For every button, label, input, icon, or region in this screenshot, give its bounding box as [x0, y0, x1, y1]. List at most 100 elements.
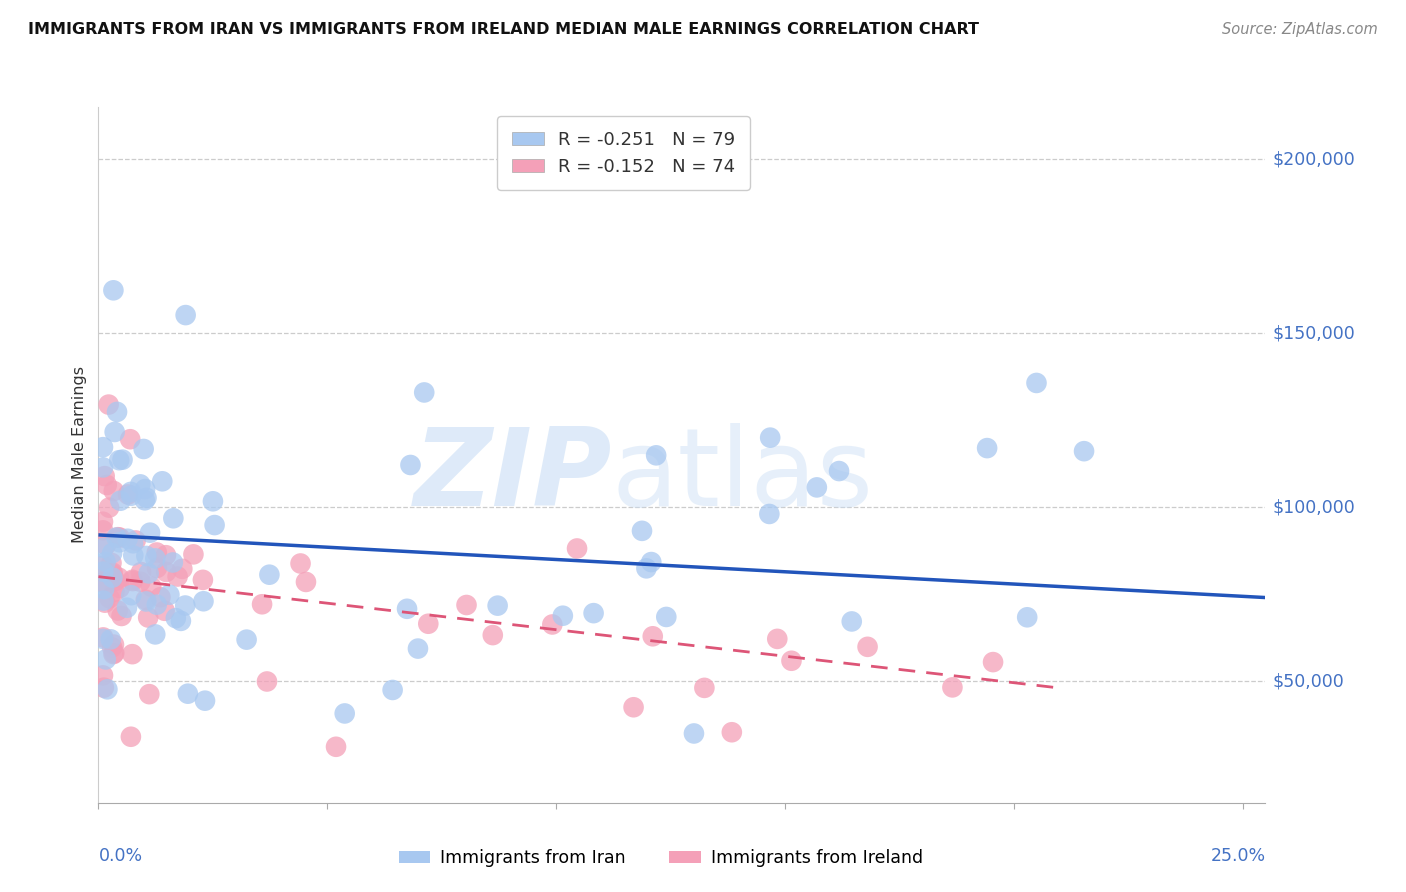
- Point: [96, 682, 118, 697]
- Point: [201, 494, 224, 508]
- Point: [103, 638, 125, 652]
- Point: [110, 493, 132, 508]
- Point: [641, 629, 664, 643]
- Point: [333, 706, 356, 721]
- Point: [157, 588, 180, 602]
- Point: [135, 594, 157, 608]
- Point: [841, 615, 863, 629]
- Point: [93, 593, 115, 607]
- Point: [110, 609, 132, 624]
- Point: [828, 464, 851, 478]
- Point: [150, 475, 173, 489]
- Point: [145, 598, 167, 612]
- Point: [149, 591, 172, 605]
- Point: [143, 627, 166, 641]
- Point: [138, 566, 160, 581]
- Point: [91, 632, 114, 646]
- Point: [976, 441, 998, 455]
- Point: [121, 574, 143, 588]
- Point: [98, 500, 121, 515]
- Text: 25.0%: 25.0%: [1211, 847, 1265, 865]
- Point: [96, 566, 118, 581]
- Point: [250, 597, 273, 611]
- Point: [103, 283, 125, 297]
- Text: $100,000: $100,000: [1272, 498, 1355, 516]
- Point: [103, 584, 125, 599]
- Point: [101, 571, 124, 585]
- Point: [565, 541, 588, 556]
- Point: [134, 493, 156, 508]
- Point: [235, 632, 257, 647]
- Point: [256, 674, 278, 689]
- Point: [806, 480, 828, 494]
- Point: [177, 687, 200, 701]
- Point: [120, 432, 142, 446]
- Point: [111, 452, 134, 467]
- Point: [122, 536, 145, 550]
- Point: [162, 556, 184, 570]
- Point: [174, 599, 197, 613]
- Point: [183, 547, 205, 561]
- Point: [486, 599, 509, 613]
- Point: [138, 687, 160, 701]
- Point: [108, 535, 131, 549]
- Point: [129, 574, 152, 589]
- Point: [105, 531, 128, 545]
- Point: [93, 558, 115, 573]
- Point: [645, 448, 668, 462]
- Point: [766, 632, 789, 646]
- Point: [117, 532, 139, 546]
- Point: [290, 557, 312, 571]
- Point: [406, 641, 429, 656]
- Point: [146, 561, 169, 575]
- Point: [120, 489, 142, 503]
- Point: [103, 647, 125, 661]
- Point: [259, 567, 281, 582]
- Point: [941, 681, 963, 695]
- Point: [165, 611, 187, 625]
- Point: [1017, 610, 1039, 624]
- Point: [93, 469, 115, 483]
- Point: [170, 614, 193, 628]
- Text: $150,000: $150,000: [1272, 324, 1355, 343]
- Point: [93, 582, 115, 596]
- Point: [101, 546, 124, 560]
- Point: [94, 652, 117, 666]
- Point: [125, 533, 148, 548]
- Point: [139, 525, 162, 540]
- Point: [100, 556, 122, 570]
- Point: [93, 541, 115, 555]
- Point: [693, 681, 716, 695]
- Point: [194, 694, 217, 708]
- Point: [683, 726, 706, 740]
- Point: [134, 482, 156, 496]
- Point: [172, 562, 194, 576]
- Point: [91, 631, 114, 645]
- Point: [101, 566, 124, 580]
- Point: [91, 668, 114, 682]
- Point: [103, 646, 125, 660]
- Point: [541, 617, 564, 632]
- Point: [97, 398, 120, 412]
- Point: [122, 549, 145, 563]
- Point: [856, 640, 879, 654]
- Point: [136, 610, 159, 624]
- Point: [155, 565, 177, 579]
- Point: [132, 442, 155, 456]
- Point: [107, 530, 129, 544]
- Point: [94, 596, 117, 610]
- Point: [129, 565, 152, 579]
- Point: [166, 569, 188, 583]
- Y-axis label: Median Male Earnings: Median Male Earnings: [72, 367, 87, 543]
- Point: [91, 460, 114, 475]
- Point: [115, 600, 138, 615]
- Point: [155, 548, 177, 562]
- Point: [117, 487, 139, 501]
- Text: ZIP: ZIP: [413, 423, 612, 529]
- Point: [325, 739, 347, 754]
- Point: [481, 628, 503, 642]
- Text: atlas: atlas: [612, 423, 875, 529]
- Point: [91, 440, 114, 454]
- Point: [135, 491, 157, 505]
- Point: [636, 561, 658, 575]
